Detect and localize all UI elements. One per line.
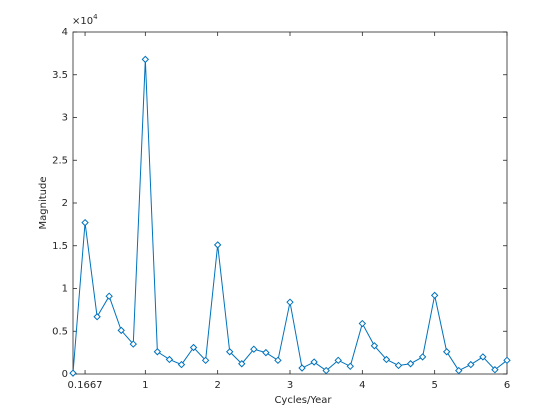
data-point — [455, 366, 463, 375]
x-tick-label: 3 — [287, 380, 293, 391]
data-point — [189, 343, 198, 352]
data-point — [274, 356, 282, 365]
data-point — [81, 218, 89, 227]
y-multiplier-power: 4 — [93, 13, 98, 21]
y-axis-label: Magnitude — [38, 177, 49, 230]
y-tick-label: 2 — [62, 198, 68, 209]
y-tick-label: 3.5 — [52, 70, 68, 81]
data-point — [250, 345, 258, 353]
data-point — [406, 360, 415, 368]
data-point — [491, 366, 499, 374]
data-point — [238, 360, 246, 368]
y-tick-label: 1 — [62, 284, 68, 295]
x-tick-label: 1 — [142, 380, 148, 391]
data-point — [153, 348, 162, 356]
x-axis-label: Cycles/Year — [274, 395, 332, 406]
data-point — [262, 348, 270, 357]
data-point — [201, 356, 210, 365]
x-tick-label: 2 — [214, 380, 220, 391]
x-tick-label: 6 — [504, 380, 510, 391]
data-point — [394, 361, 403, 370]
data-point — [430, 291, 439, 300]
data-point — [69, 369, 77, 377]
data-point — [443, 348, 451, 356]
data-point — [93, 313, 101, 321]
data-point — [382, 355, 391, 364]
data-point — [213, 241, 222, 249]
data-point — [322, 366, 330, 375]
data-point — [418, 353, 427, 361]
data-point — [298, 364, 306, 372]
plot-area — [72, 31, 508, 375]
data-point — [467, 360, 475, 369]
data-point — [358, 319, 367, 328]
data-point — [503, 356, 511, 365]
y-multiplier: ×104 — [72, 13, 98, 27]
data-point — [286, 298, 294, 306]
y-tick-label: 4 — [62, 27, 68, 38]
data-point — [334, 356, 342, 365]
data-point — [479, 353, 487, 361]
y-tick-label: 0 — [62, 369, 68, 380]
y-multiplier-base: ×10 — [72, 16, 93, 27]
y-tick-label: 1.5 — [52, 241, 68, 252]
x-tick-label: 0.1667 — [68, 380, 103, 391]
y-tick-label: 2.5 — [52, 155, 68, 166]
x-tick-label: 5 — [431, 380, 437, 391]
data-point — [310, 358, 318, 366]
data-point — [346, 362, 354, 371]
data-point — [226, 348, 234, 356]
data-point — [177, 360, 186, 369]
x-tick-label: 4 — [359, 380, 365, 391]
data-point — [165, 355, 174, 364]
data-point — [117, 326, 125, 335]
data-point — [129, 340, 137, 348]
data-point — [141, 55, 150, 64]
y-tick-label: 3 — [62, 113, 68, 124]
data-point — [105, 292, 113, 300]
data-point — [370, 342, 379, 350]
y-tick-label: 0.5 — [52, 326, 68, 337]
